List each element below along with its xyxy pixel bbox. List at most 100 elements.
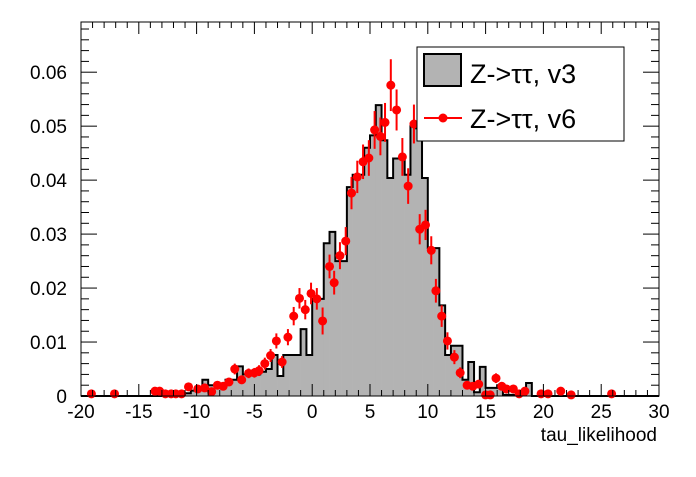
point-marker bbox=[289, 311, 299, 321]
point-marker bbox=[352, 172, 362, 182]
data-point bbox=[306, 282, 316, 305]
point-marker bbox=[556, 386, 566, 396]
point-marker bbox=[184, 382, 194, 392]
histogram-bin bbox=[219, 387, 226, 396]
histogram-bin bbox=[393, 158, 400, 396]
y-tick-label: 0.05 bbox=[30, 117, 67, 138]
data-point bbox=[341, 227, 351, 256]
histogram-bin bbox=[306, 354, 313, 396]
x-tick-label: -15 bbox=[125, 402, 152, 423]
histogram-bin bbox=[416, 128, 423, 397]
axis-ticks bbox=[80, 22, 660, 397]
histogram-bin bbox=[265, 369, 273, 396]
histogram-bin bbox=[387, 177, 394, 396]
data-point bbox=[455, 367, 465, 379]
data-point bbox=[474, 379, 484, 389]
point-marker bbox=[375, 131, 385, 141]
data-point bbox=[325, 254, 335, 279]
histogram-bin bbox=[300, 329, 307, 396]
histogram-bin bbox=[346, 187, 353, 396]
point-marker bbox=[397, 152, 407, 162]
y-tick-label: 0.06 bbox=[30, 63, 67, 84]
data-point bbox=[110, 389, 120, 399]
point-marker bbox=[491, 373, 501, 383]
point-marker bbox=[277, 357, 287, 367]
x-tick-label: -5 bbox=[246, 402, 263, 423]
histogram-bin bbox=[185, 393, 192, 396]
point-marker bbox=[325, 261, 335, 271]
histogram-bin bbox=[445, 354, 452, 396]
legend-hist-swatch bbox=[423, 53, 462, 87]
histogram-bin bbox=[231, 379, 238, 396]
data-point bbox=[420, 209, 430, 241]
data-point bbox=[193, 384, 203, 394]
point-marker bbox=[442, 336, 452, 346]
point-marker bbox=[485, 390, 495, 400]
point-marker bbox=[318, 316, 328, 326]
point-marker bbox=[420, 220, 430, 230]
y-tick-label: 0 bbox=[56, 387, 67, 408]
histogram-bin bbox=[450, 345, 457, 396]
data-point bbox=[294, 288, 304, 309]
point-marker bbox=[86, 389, 96, 399]
point-marker bbox=[392, 105, 402, 115]
data-point bbox=[437, 305, 447, 327]
point-marker bbox=[110, 389, 120, 399]
point-marker bbox=[364, 153, 374, 163]
data-point bbox=[184, 382, 194, 392]
data-point bbox=[318, 307, 328, 335]
data-point bbox=[431, 278, 441, 303]
data-point bbox=[254, 365, 264, 377]
histogram-bin bbox=[242, 374, 249, 396]
y-tick-label: 0.03 bbox=[30, 225, 67, 246]
y-tick-label: 0.02 bbox=[30, 279, 67, 300]
histogram-bin bbox=[289, 354, 296, 396]
x-tick-label: -10 bbox=[183, 402, 210, 423]
histogram-bin bbox=[358, 174, 365, 396]
x-tick-label: 20 bbox=[533, 402, 554, 423]
point-marker bbox=[543, 389, 553, 399]
data-point bbox=[380, 102, 390, 142]
point-marker bbox=[380, 117, 390, 127]
point-marker bbox=[335, 251, 345, 261]
legend-label-v6: Z->ττ, v6 bbox=[470, 104, 576, 134]
data-point bbox=[347, 176, 357, 210]
data-point bbox=[556, 386, 566, 396]
point-marker bbox=[207, 387, 217, 397]
data-point bbox=[375, 117, 385, 156]
histogram-bin bbox=[213, 385, 221, 396]
histogram-bin bbox=[312, 298, 319, 396]
data-point bbox=[289, 306, 299, 326]
histogram-bin bbox=[341, 261, 348, 396]
data-point bbox=[283, 329, 293, 346]
x-tick-label: 0 bbox=[307, 402, 318, 423]
histogram-bin bbox=[190, 390, 197, 396]
histogram-bin bbox=[317, 298, 325, 396]
point-marker bbox=[260, 359, 270, 369]
data-point bbox=[312, 288, 322, 310]
histogram-bin bbox=[497, 385, 504, 396]
histogram-bin bbox=[364, 147, 371, 396]
histogram-bin bbox=[248, 374, 255, 396]
point-marker bbox=[607, 389, 617, 399]
data-point bbox=[224, 377, 234, 387]
data-point bbox=[520, 386, 530, 396]
point-marker bbox=[224, 377, 234, 387]
point-marker bbox=[193, 384, 203, 394]
point-marker bbox=[200, 383, 210, 393]
y-tick-label: 0.04 bbox=[30, 171, 67, 192]
histogram-bin bbox=[404, 174, 411, 396]
x-tick-label: 25 bbox=[591, 402, 612, 423]
data-point bbox=[277, 356, 287, 368]
point-marker bbox=[437, 311, 447, 321]
x-axis-label: tau_likelihood bbox=[541, 425, 657, 446]
data-point bbox=[329, 270, 339, 295]
data-point bbox=[207, 387, 217, 397]
data-point bbox=[543, 389, 553, 399]
histogram-bin bbox=[283, 354, 290, 396]
point-marker bbox=[347, 188, 357, 198]
point-marker bbox=[409, 119, 419, 129]
histogram-bin bbox=[225, 379, 232, 396]
point-marker bbox=[230, 364, 240, 374]
